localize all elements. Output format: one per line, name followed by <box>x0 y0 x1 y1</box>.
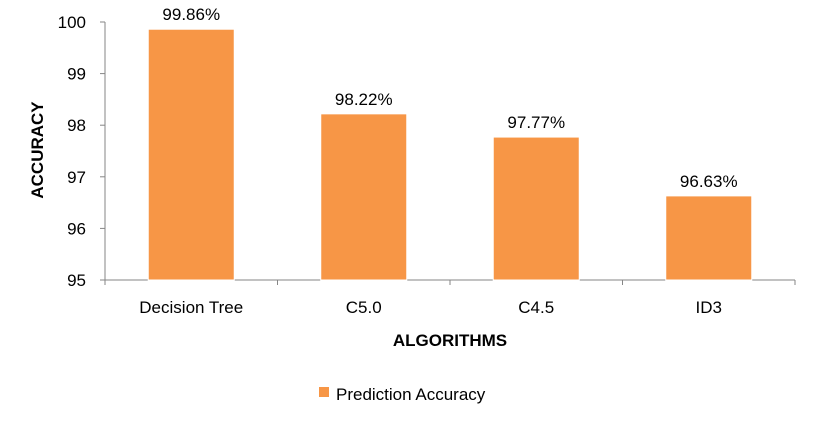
y-tick-label: 95 <box>67 271 86 290</box>
data-label: 97.77% <box>507 113 565 132</box>
labels-layer: 95 96 97 98 99 100 99.86% Decision Tree 98.22% C5… <box>58 5 738 317</box>
y-tick-label: 100 <box>58 13 86 32</box>
bar <box>665 195 753 281</box>
legend-swatch <box>319 387 329 397</box>
data-label: 99.86% <box>162 5 220 24</box>
data-label: 98.22% <box>335 90 393 109</box>
x-axis-title: ALGORITHMS <box>393 331 507 350</box>
bar <box>492 136 580 281</box>
y-tick-label: 97 <box>67 168 86 187</box>
x-tick-label: Decision Tree <box>139 298 243 317</box>
bars-layer <box>147 28 753 281</box>
data-label: 96.63% <box>680 172 738 191</box>
x-tick-label: C5.0 <box>346 298 382 317</box>
legend: Prediction Accuracy <box>319 385 486 404</box>
legend-label: Prediction Accuracy <box>336 385 486 404</box>
y-axis-title: ACCURACY <box>28 101 47 199</box>
x-tick-label: C4.5 <box>518 298 554 317</box>
y-tick-label: 99 <box>67 65 86 84</box>
bar <box>320 113 408 281</box>
y-tick-label: 96 <box>67 219 86 238</box>
y-tick-label: 98 <box>67 116 86 135</box>
x-tick-label: ID3 <box>696 298 722 317</box>
bar <box>147 28 235 281</box>
